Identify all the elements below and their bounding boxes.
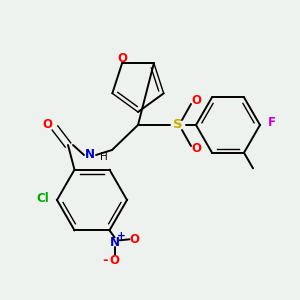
Text: O: O bbox=[191, 142, 201, 155]
Text: O: O bbox=[42, 118, 52, 131]
Text: F: F bbox=[268, 116, 276, 130]
Text: +: + bbox=[117, 231, 126, 241]
Text: N: N bbox=[85, 148, 95, 161]
Text: O: O bbox=[110, 254, 119, 267]
Text: O: O bbox=[191, 94, 201, 107]
Text: N: N bbox=[110, 236, 119, 249]
Text: Cl: Cl bbox=[37, 191, 50, 205]
Text: -: - bbox=[103, 254, 108, 267]
Text: H: H bbox=[100, 152, 108, 162]
Text: O: O bbox=[130, 233, 140, 246]
Text: O: O bbox=[117, 52, 127, 65]
Text: S: S bbox=[173, 118, 183, 131]
